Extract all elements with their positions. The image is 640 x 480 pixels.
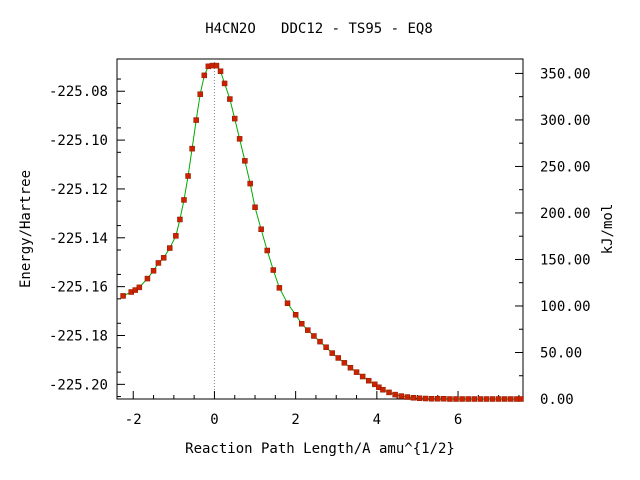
data-point [305, 327, 311, 333]
data-point [335, 355, 342, 361]
data-point [434, 396, 441, 402]
x-tick-label: 4 [373, 412, 381, 428]
y2-tick-label: 250.00 [540, 159, 591, 175]
y2-tick-label: 300.00 [540, 113, 591, 129]
y2-tick-label: 200.00 [540, 206, 591, 222]
y2-tick-label: 0.00 [540, 392, 574, 408]
y-tick-label: -225.10 [49, 133, 108, 149]
x-tick-label: -2 [125, 412, 142, 428]
data-point [144, 275, 151, 282]
data-point [477, 396, 484, 402]
data-point [189, 145, 195, 152]
data-point [329, 350, 335, 356]
data-point [410, 395, 417, 401]
data-point [276, 285, 283, 291]
data-point [416, 395, 423, 402]
energy-curve-line [122, 65, 521, 400]
data-point [264, 247, 270, 254]
data-point [231, 115, 238, 122]
data-point [258, 226, 264, 232]
data-point [372, 381, 378, 388]
data-point [441, 396, 447, 402]
data-point [160, 255, 167, 261]
data-point [181, 197, 187, 203]
y-tick-label: -225.18 [49, 328, 108, 344]
data-point [518, 396, 524, 402]
y-tick-label: -225.08 [49, 84, 108, 100]
data-point [292, 311, 299, 318]
data-point [150, 268, 157, 274]
data-point [489, 396, 496, 402]
data-point [317, 338, 323, 345]
data-point [177, 216, 183, 223]
data-point [422, 395, 429, 402]
data-point [365, 377, 372, 384]
x-tick-label: 2 [291, 412, 299, 428]
data-point [173, 233, 179, 239]
data-point [508, 396, 514, 402]
data-point [185, 173, 191, 179]
data-point [359, 373, 366, 380]
data-point [167, 245, 173, 251]
data-point [501, 396, 508, 402]
data-point [136, 284, 143, 291]
plot-frame [116, 58, 524, 400]
data-point [323, 344, 329, 350]
data-point [193, 117, 199, 123]
data-point [386, 389, 392, 396]
y2-tick-label: 350.00 [540, 66, 591, 82]
chart-title: H4CN2O DDC12 - TS95 - EQ8 [205, 21, 433, 37]
data-point [495, 396, 502, 402]
data-point [428, 396, 435, 402]
x-axis-title: Reaction Path Length/A amu^{1/2} [185, 441, 455, 457]
data-point [459, 396, 465, 402]
x-tick-label: 0 [210, 412, 218, 428]
data-point [465, 396, 471, 402]
x-tick-label: 6 [454, 412, 462, 428]
data-point [221, 80, 228, 87]
data-point [341, 360, 348, 366]
data-point [120, 293, 126, 299]
data-point [270, 267, 277, 273]
data-point [197, 91, 203, 97]
y2-tick-label: 100.00 [540, 299, 591, 315]
data-point [201, 72, 208, 79]
data-point [353, 369, 360, 375]
data-point [252, 204, 258, 211]
data-point [447, 396, 453, 402]
y2-axis-title: kJ/mol [600, 204, 616, 255]
y-tick-label: -225.12 [49, 182, 108, 198]
y-tick-label: -225.14 [49, 231, 108, 247]
data-point [155, 260, 162, 266]
data-point [236, 136, 243, 142]
data-point [242, 158, 248, 164]
data-point [380, 386, 386, 393]
data-point [213, 62, 220, 69]
data-point [227, 96, 233, 102]
data-point [298, 321, 305, 327]
data-point [398, 393, 404, 399]
data-point [483, 396, 490, 402]
data-point [392, 391, 398, 398]
data-point [471, 396, 478, 402]
y-tick-label: -225.16 [49, 280, 108, 296]
data-point [311, 333, 317, 339]
data-point [217, 68, 224, 74]
data-point [247, 180, 253, 187]
data-point [284, 300, 291, 307]
y-axis-title: Energy/Hartree [18, 170, 34, 288]
data-point [347, 364, 354, 371]
y2-tick-label: 50.00 [540, 345, 582, 361]
y-tick-label: -225.20 [49, 377, 108, 393]
plot-area: -2 0 2 4 6 -225.08 -225.10 -225.12 -225.14 -225.1… [49, 58, 591, 428]
data-point [404, 394, 411, 400]
data-point [453, 396, 459, 402]
y2-tick-label: 150.00 [540, 252, 591, 268]
